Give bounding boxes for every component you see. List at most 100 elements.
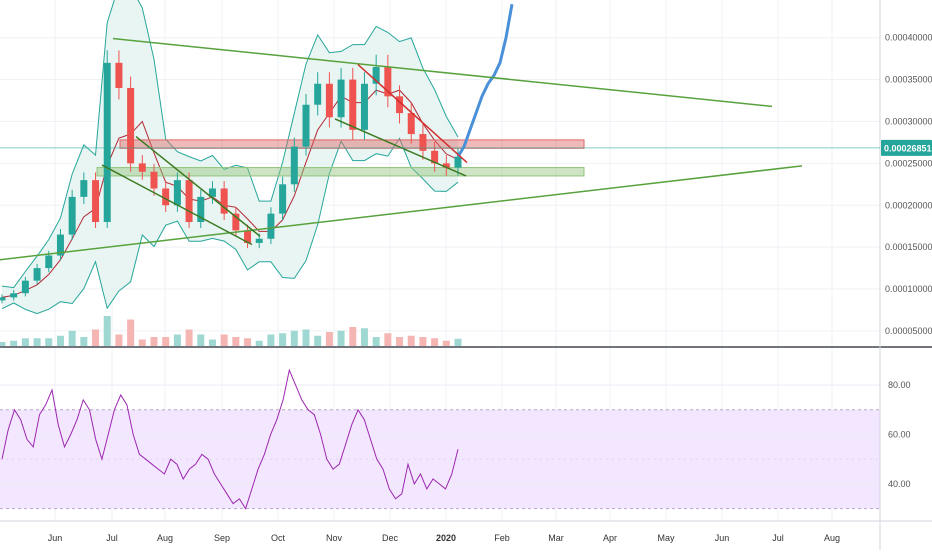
volume-bar-11 <box>127 319 135 346</box>
rsi-y-tick-label-2: 80.00 <box>888 380 911 390</box>
volume-bar-34 <box>396 337 404 346</box>
channel-line-red <box>357 63 468 164</box>
volume-bar-2 <box>21 338 29 346</box>
candle-body-16 <box>185 180 193 223</box>
y-tick-label-2: 0.00015000 <box>885 242 932 252</box>
volume-bar-38 <box>442 340 450 346</box>
candle-body-8 <box>92 180 100 223</box>
volume-bar-16 <box>185 329 193 346</box>
volume-bar-28 <box>325 332 333 346</box>
candle-body-12 <box>138 163 146 172</box>
projection-path <box>456 3 514 158</box>
candle-body-29 <box>337 79 345 118</box>
volume-bar-39 <box>454 338 462 346</box>
candle-body-5 <box>56 234 64 256</box>
volume-bar-31 <box>360 328 368 346</box>
x-tick-label-3: Sep <box>214 533 230 543</box>
last-price-badge <box>881 139 932 156</box>
x-tick-label-12: Jun <box>715 533 730 543</box>
zone-support <box>96 167 585 177</box>
volume-bar-20 <box>232 337 240 346</box>
bollinger-lower <box>1 137 459 315</box>
candle-body-0 <box>0 297 6 301</box>
volume-bar-5 <box>56 335 64 346</box>
candle-body-2 <box>21 280 29 294</box>
volume-bar-26 <box>302 329 310 346</box>
candle-body-39 <box>454 156 462 168</box>
volume-bar-9 <box>103 316 111 346</box>
trendline-lower <box>0 165 803 261</box>
volume-bar-3 <box>33 338 41 346</box>
candle-body-3 <box>33 268 41 281</box>
volume-bar-6 <box>68 330 76 346</box>
x-tick-label-6: Dec <box>382 533 399 543</box>
candle-body-26 <box>302 104 310 147</box>
volume-bar-12 <box>138 339 146 346</box>
x-tick-label-5: Nov <box>326 533 343 543</box>
volume-bar-21 <box>244 338 252 346</box>
candle-body-22 <box>255 238 263 243</box>
volume-bar-15 <box>173 334 181 346</box>
candle-body-17 <box>197 196 205 223</box>
volume-bar-35 <box>407 335 415 346</box>
y-tick-label-1: 0.00010000 <box>885 284 932 294</box>
volume-bar-30 <box>349 327 357 346</box>
candle-body-7 <box>80 180 88 197</box>
y-tick-label-0: 0.00005000 <box>885 326 932 336</box>
volume-bar-14 <box>162 337 170 346</box>
y-tick-label-3: 0.00020000 <box>885 200 932 210</box>
candle-body-31 <box>360 83 368 130</box>
rsi-line <box>1 368 459 510</box>
channel-line-a <box>135 135 261 237</box>
candle-body-23 <box>267 213 275 239</box>
candle-body-35 <box>407 113 415 135</box>
rsi-y-tick-label-1: 60.00 <box>888 430 911 440</box>
candle-body-14 <box>162 188 170 206</box>
x-tick-label-11: May <box>657 533 675 543</box>
x-tick-label-2: Aug <box>157 533 173 543</box>
volume-bar-7 <box>80 337 88 346</box>
volume-bar-17 <box>197 334 205 346</box>
candle-body-30 <box>349 79 357 130</box>
candle-body-6 <box>68 196 76 235</box>
y-tick-label-5: 0.00030000 <box>885 116 932 126</box>
volume-bar-18 <box>208 339 216 346</box>
y-tick-label-7: 0.00040000 <box>885 33 932 43</box>
volume-bar-19 <box>220 334 228 346</box>
candle-body-28 <box>325 83 333 118</box>
x-tick-label-10: Apr <box>603 533 617 543</box>
y-tick-label-6: 0.00035000 <box>885 75 932 85</box>
volume-bar-29 <box>337 330 345 346</box>
candle-body-34 <box>396 96 404 114</box>
bollinger-basis <box>1 89 459 298</box>
candle-body-10 <box>115 62 123 88</box>
candle-body-33 <box>384 67 392 97</box>
x-tick-label-13: Jul <box>772 533 784 543</box>
volume-bar-8 <box>92 329 100 346</box>
volume-bar-37 <box>431 338 439 346</box>
candle-body-18 <box>208 188 216 197</box>
candle-body-1 <box>10 293 18 298</box>
volume-bar-33 <box>384 333 392 346</box>
volume-bar-1 <box>10 340 18 346</box>
volume-bar-23 <box>267 334 275 346</box>
candle-body-36 <box>419 134 427 151</box>
volume-bar-13 <box>150 337 158 346</box>
trendline-upper <box>112 37 773 108</box>
x-tick-label-9: Mar <box>548 533 564 543</box>
rsi-y-tick-label-0: 40.00 <box>888 479 911 489</box>
x-tick-label-14: Aug <box>824 533 840 543</box>
candle-body-24 <box>279 184 287 214</box>
candle-body-32 <box>372 67 380 84</box>
zone-resistance <box>119 139 585 149</box>
x-tick-label-0: Jun <box>48 533 63 543</box>
candle-body-27 <box>314 83 322 105</box>
volume-bar-27 <box>314 335 322 346</box>
candle-body-13 <box>150 171 158 189</box>
volume-bar-22 <box>255 340 263 346</box>
candle-body-38 <box>442 163 450 168</box>
candle-body-9 <box>103 62 111 223</box>
volume-bar-36 <box>419 337 427 346</box>
